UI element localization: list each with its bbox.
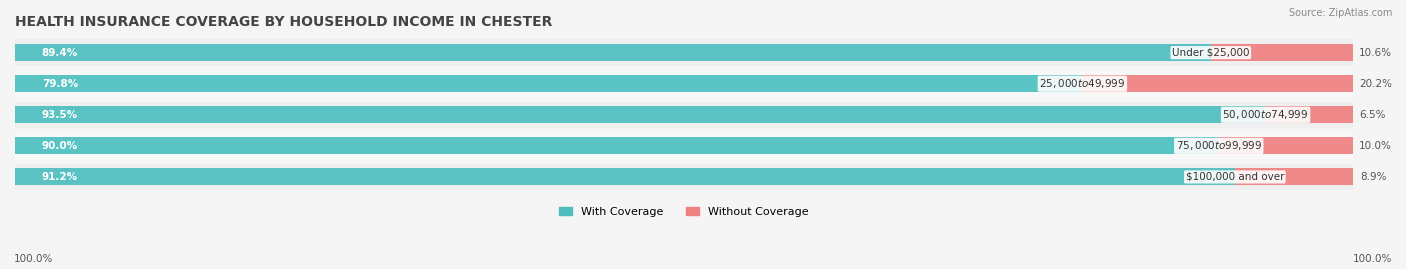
Text: 91.2%: 91.2% — [42, 172, 77, 182]
Text: 6.5%: 6.5% — [1360, 110, 1386, 120]
Text: 100.0%: 100.0% — [1353, 254, 1392, 264]
Text: $50,000 to $74,999: $50,000 to $74,999 — [1222, 108, 1309, 121]
Text: 100.0%: 100.0% — [14, 254, 53, 264]
Text: 10.0%: 10.0% — [1360, 141, 1392, 151]
Text: 90.0%: 90.0% — [42, 141, 77, 151]
Text: 8.9%: 8.9% — [1361, 172, 1388, 182]
Text: Source: ZipAtlas.com: Source: ZipAtlas.com — [1288, 8, 1392, 18]
Text: 20.2%: 20.2% — [1360, 79, 1392, 89]
Text: Under $25,000: Under $25,000 — [1173, 48, 1250, 58]
Text: $75,000 to $99,999: $75,000 to $99,999 — [1175, 139, 1263, 152]
Bar — [1234, 168, 1354, 186]
Text: HEALTH INSURANCE COVERAGE BY HOUSEHOLD INCOME IN CHESTER: HEALTH INSURANCE COVERAGE BY HOUSEHOLD I… — [15, 15, 553, 29]
Bar — [15, 75, 1083, 92]
Bar — [15, 133, 1353, 159]
Bar — [15, 164, 1353, 190]
Text: $25,000 to $49,999: $25,000 to $49,999 — [1039, 77, 1126, 90]
Bar — [1265, 106, 1353, 123]
Bar — [15, 102, 1353, 128]
Text: 93.5%: 93.5% — [42, 110, 77, 120]
Text: $100,000 and over: $100,000 and over — [1185, 172, 1284, 182]
Text: 10.6%: 10.6% — [1360, 48, 1392, 58]
Bar — [15, 70, 1353, 97]
Text: 79.8%: 79.8% — [42, 79, 77, 89]
Bar — [1083, 75, 1353, 92]
Bar — [1211, 44, 1353, 61]
Bar — [15, 168, 1234, 186]
Text: 89.4%: 89.4% — [42, 48, 77, 58]
Bar — [15, 137, 1219, 154]
Bar — [15, 40, 1353, 66]
Bar — [15, 106, 1265, 123]
Bar — [15, 44, 1211, 61]
Bar — [1219, 137, 1353, 154]
Legend: With Coverage, Without Coverage: With Coverage, Without Coverage — [554, 202, 813, 221]
